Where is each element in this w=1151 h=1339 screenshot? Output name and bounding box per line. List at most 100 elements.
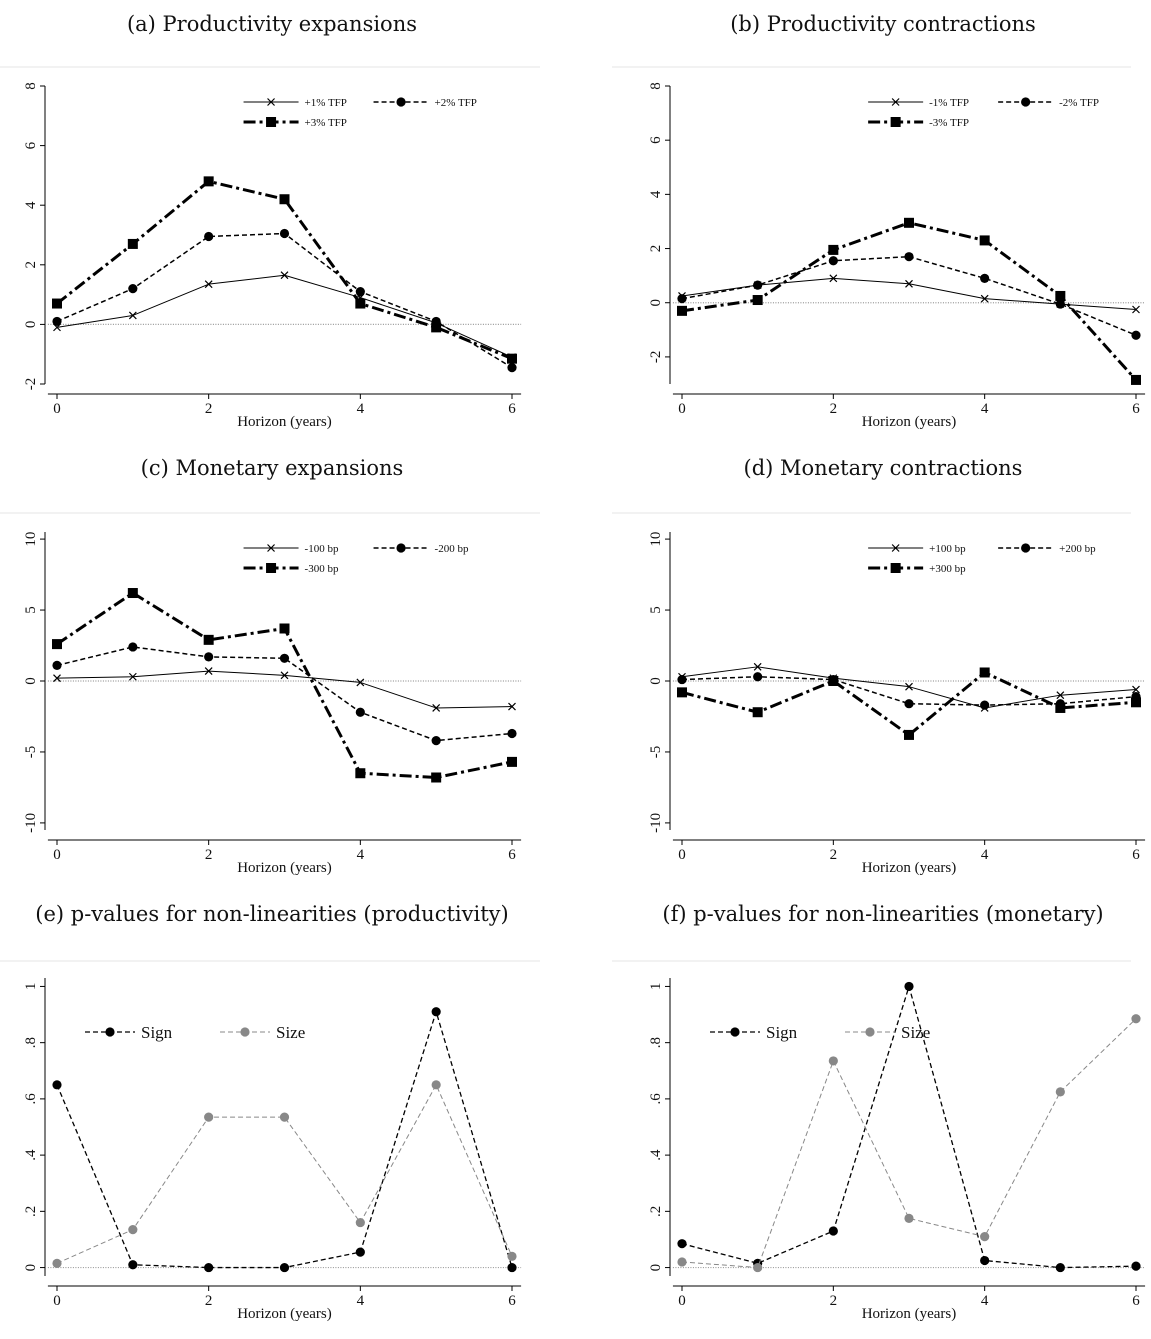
chart-c-series-300-bp-point [507,756,517,767]
chart-f-series-size-point [1131,1014,1141,1024]
chart-f-xtick-label: 4 [981,1293,989,1309]
chart-a-series-3-tfp-point [431,322,442,333]
chart-f-series-sign-point [980,1255,990,1266]
chart-a-series-1-tfp-point [204,280,213,289]
chart-d-legend-100-bp-label: +100 bp [929,543,966,555]
chart-f-series-size-line [681,1018,1137,1269]
chart-d: -10 -5 0 5 10 0 2 4 6 Horizon (years) +100 bp +200 … [612,512,1146,876]
chart-e-legend-sign-marker [105,1027,115,1037]
chart-e-series-sign-point [431,1007,441,1017]
chart-c-series-200-bp-point [204,652,214,662]
chart-a-series-2-tfp-point [279,228,290,239]
chart-b-xtick-label: 0 [678,401,686,417]
chart-a-ytick-label: 6 [23,141,39,149]
chart-a-xtick-label: 2 [205,401,213,417]
chart-b-series-1-tfp-point [1132,305,1140,314]
chart-b-ytick-label: 4 [648,190,664,198]
chart-c-series-200-bp-point [355,707,365,717]
chart-a-legend-1-tfp-marker [267,98,275,106]
chart-a-legend-3-tfp-marker [266,117,277,127]
chart-c-xtick-label: 6 [508,847,516,863]
chart-f-ytick-label: .2 [648,1206,664,1217]
chart-e-series-sign-line [56,1011,513,1269]
chart-e-series-size-point [128,1225,138,1235]
chart-d-series-300-bp-point [904,729,914,740]
chart-d-series-200-bp-point [677,674,687,685]
chart-c-ytick-label: -5 [23,746,39,759]
chart-d-ytick-label: -10 [648,813,664,833]
chart-b-series-1-tfp-point [829,274,838,283]
chart-c-xtick-label: 0 [53,847,61,863]
chart-d-ytick-label: 10 [648,532,664,547]
chart-b-legend-3-tfp-label: -3% TFP [929,117,969,129]
chart-b-series-3-tfp-point [904,217,914,228]
chart-d-legend-300-bp-label: +300 bp [929,563,966,575]
chart-e-series-size-point [52,1258,62,1268]
chart-a-xtick-label: 6 [508,401,516,417]
chart-d-series-100-bp-point [905,682,913,691]
chart-c-series-300-bp-point [279,623,290,634]
chart-a-legend-2-tfp-label: +2% TFP [435,97,477,109]
chart-c-series-100-bp-point [53,674,61,683]
chart-e-series-size-point [507,1251,517,1261]
chart-b-ytick-label: 8 [648,82,664,90]
chart-e-ytick-label: .2 [23,1206,39,1217]
chart-c-series-300-bp-line [56,591,513,779]
chart-f-series-size-point [753,1262,763,1273]
chart-d-series-300-bp-point [828,676,839,686]
chart-f-series-sign-point [1131,1261,1141,1271]
chart-c-series-100-bp-point [280,671,289,680]
chart-a-series-2-tfp-point [204,231,214,242]
chart-a-series-3-tfp-point [127,238,138,249]
chart-f-xtick-label: 2 [830,1293,838,1309]
chart-d-ytick-label: 5 [648,606,664,614]
chart-a-legend-1-tfp-label: +1% TFP [305,97,347,109]
chart-d-legend-100-bp-marker [891,544,900,552]
chart-c-series-100-bp-point [508,702,516,711]
chart-a-xtick-label: 4 [357,401,365,417]
chart-f-series-size-point [904,1213,914,1223]
chart-e: 0 .2 .4 .6 .8 1 0 2 4 6 Horizon (years) Sign Size [0,960,540,1322]
chart-e-legend-sign-label: Sign [141,1023,173,1042]
chart-f-xtick-label: 0 [678,1293,686,1309]
chart-c-series-300-bp-point [431,772,442,783]
chart-e-xlabel: Horizon (years) [237,1306,332,1322]
chart-a-series-2-tfp-point [128,284,138,294]
chart-b-legend-1-tfp-marker [891,98,900,106]
chart-d-legend-200-bp-label: +200 bp [1059,543,1096,555]
chart-e-ytick-label: 1 [23,983,39,991]
chart-b-series-2-tfp-line [681,255,1137,336]
chart-b-series-1-tfp-point [980,294,989,303]
chart-a-legend-2-tfp-marker [396,97,406,107]
chart-f-ytick-label: .6 [648,1093,664,1105]
chart-d-ytick-label: -5 [648,746,664,759]
chart-d-series-100-bp-point [753,662,762,671]
chart-a-ytick-label: 2 [23,261,39,269]
chart-e-series-sign-point [279,1262,290,1273]
chart-b-xtick-label: 2 [830,401,838,417]
chart-c-series-100-bp-point [432,704,441,712]
chart-a-xtick-label: 0 [53,401,61,417]
chart-c: -10 -5 0 5 10 0 2 4 6 Horizon (years) -100 bp -200 … [0,512,540,876]
chart-a-series-3-tfp-point [203,176,214,187]
chart-b-xlabel: Horizon (years) [862,414,957,430]
chart-d-xtick-label: 0 [678,847,686,863]
chart-b-ytick-label: 6 [648,136,664,144]
chart-f-legend-size-marker [865,1027,875,1037]
chart-e-series-sign-point [52,1080,62,1090]
chart-f-legend-sign-marker [730,1027,740,1037]
chart-d-xtick-label: 2 [830,847,838,863]
chart-b-legend-2-tfp-marker [1021,97,1031,107]
chart-e-xtick-label: 6 [508,1293,516,1309]
chart-f-series-sign-point [1055,1262,1065,1273]
chart-c-series-100-bp-point [204,667,213,675]
chart-a-ytick-label: -2 [23,378,39,391]
chart-a-ytick-label: 0 [23,321,39,329]
chart-a-series-1-tfp-point [128,311,137,320]
chart-b-series-3-tfp-point [979,235,990,246]
chart-f-series-sign-point [904,981,914,992]
chart-f-xlabel: Horizon (years) [862,1306,957,1322]
chart-f-ytick-label: 1 [648,983,664,991]
chart-e-series-size-point [431,1080,441,1090]
chart-c-series-300-bp-point [52,639,62,650]
